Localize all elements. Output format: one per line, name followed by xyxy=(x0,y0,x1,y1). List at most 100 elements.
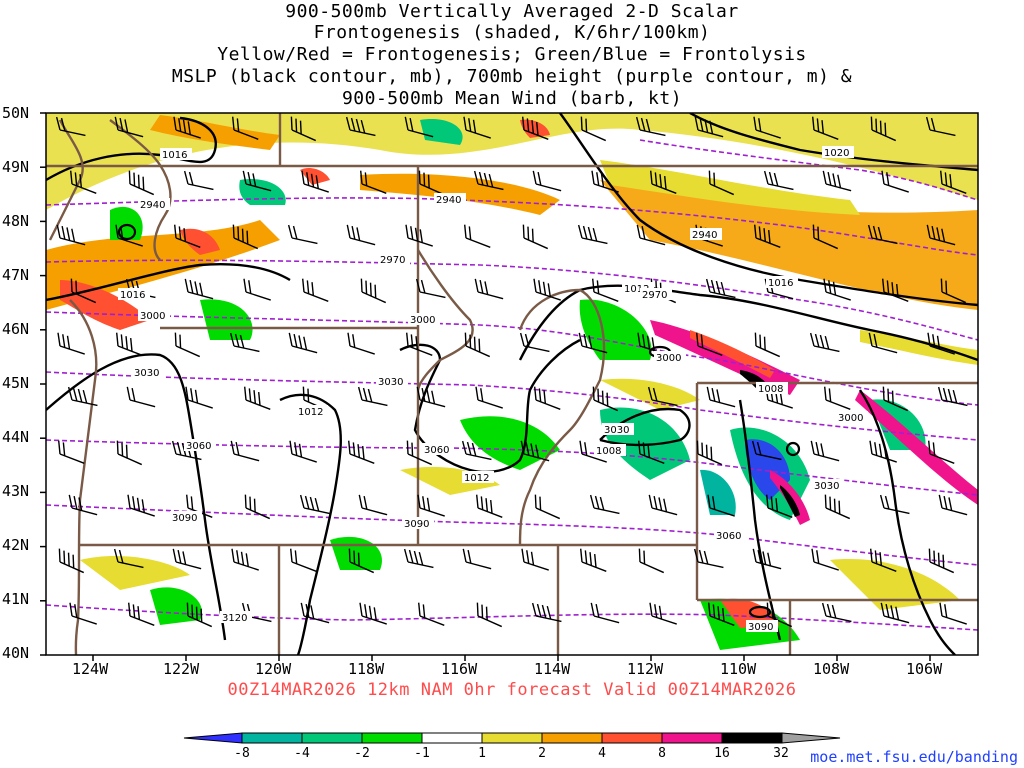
wind-barb xyxy=(882,278,909,302)
height-label: 3090 xyxy=(402,517,434,530)
wind-barb xyxy=(928,440,955,464)
wind-barb xyxy=(55,116,86,137)
svg-text:3030: 3030 xyxy=(378,377,403,388)
wind-barb xyxy=(638,548,665,574)
wind-barb xyxy=(650,170,677,194)
wind-barb xyxy=(416,386,446,408)
svg-text:3030: 3030 xyxy=(814,481,839,492)
lat-label-42n: 42N xyxy=(2,536,30,554)
contour-labels: 1016 1020 1016 1016 1012 1012 1008 1008 … xyxy=(118,146,868,633)
colorbar-tick: -8 xyxy=(234,746,250,761)
svg-text:3120: 3120 xyxy=(222,613,247,624)
svg-text:3060: 3060 xyxy=(186,441,211,452)
lon-label-108w: 108W xyxy=(813,660,850,678)
wind-barb xyxy=(476,494,503,518)
wind-barb xyxy=(70,278,97,304)
wind-barb xyxy=(299,494,330,515)
svg-text:3090: 3090 xyxy=(748,622,773,633)
wind-barb xyxy=(928,548,955,574)
svg-text:1012: 1012 xyxy=(464,473,489,484)
height-label: 2940 xyxy=(138,198,170,211)
svg-text:2940: 2940 xyxy=(692,230,717,241)
lat-label-40n: 40N xyxy=(2,644,30,662)
wind-barb xyxy=(940,278,967,304)
wind-barb xyxy=(635,116,666,137)
wind-barb xyxy=(474,278,504,300)
svg-text:3090: 3090 xyxy=(172,513,197,524)
wind-barb xyxy=(522,224,549,250)
colorbar-segment xyxy=(541,732,603,744)
wind-barb xyxy=(636,224,666,246)
wind-barb xyxy=(648,494,678,516)
title-line-5: 900-500mb Mean Wind (barb, kt) xyxy=(341,88,683,109)
svg-text:3000: 3000 xyxy=(656,353,681,364)
mslp-label: 1008 xyxy=(756,382,788,395)
svg-text:1016: 1016 xyxy=(120,290,145,301)
wind-barb xyxy=(578,332,608,354)
wind-barb xyxy=(591,170,619,193)
wind-barb xyxy=(812,224,839,250)
wind-barb xyxy=(300,602,330,624)
wind-barb xyxy=(464,224,491,248)
wind-barb xyxy=(70,170,97,194)
wind-barb xyxy=(348,548,375,574)
wind-barb xyxy=(533,278,561,301)
colorbar-segment xyxy=(721,732,783,744)
height-label: 3060 xyxy=(422,443,454,456)
wind-barb xyxy=(939,602,967,625)
wind-barb xyxy=(127,494,155,517)
wind-barb xyxy=(287,224,318,245)
wind-barb xyxy=(824,494,851,520)
colorbar-tick: 8 xyxy=(658,746,666,761)
wind-barb xyxy=(404,116,434,138)
colorbar-segment xyxy=(183,732,243,744)
svg-text:1008: 1008 xyxy=(758,384,783,395)
wind-barb xyxy=(812,116,839,140)
wind-barb xyxy=(590,602,620,624)
mslp-label: 1016 xyxy=(766,276,798,289)
height-label: 3060 xyxy=(714,529,746,542)
height-label: 3000 xyxy=(836,411,868,424)
svg-text:1016: 1016 xyxy=(768,278,793,289)
mslp-label: 1016 xyxy=(118,288,150,301)
wind-barb xyxy=(926,224,956,246)
map-plot-area: 1016 1020 1016 1016 1012 1012 1008 1008 … xyxy=(46,113,978,655)
height-label: 3030 xyxy=(376,375,408,388)
wind-barb xyxy=(58,548,85,574)
wind-barb xyxy=(115,224,143,247)
height-label: 3000 xyxy=(654,351,686,364)
lon-label-110w: 110W xyxy=(720,660,757,678)
svg-text:2940: 2940 xyxy=(436,195,461,206)
height-label: 3000 xyxy=(138,309,170,322)
wind-barb xyxy=(244,386,271,410)
wind-barb xyxy=(406,332,433,356)
lat-label-47n: 47N xyxy=(2,266,30,284)
colorbar-tick: -4 xyxy=(294,746,310,761)
wind-barb xyxy=(577,224,608,245)
wind-barb xyxy=(346,224,376,246)
height-label: 3030 xyxy=(812,479,844,492)
mslp-label: 1016 xyxy=(160,148,192,161)
wind-barb xyxy=(174,332,201,358)
wind-barb xyxy=(173,116,201,139)
wind-barb xyxy=(706,386,736,408)
height-label: 2970 xyxy=(640,288,672,301)
colorbar-segment xyxy=(481,732,543,744)
wind-barb xyxy=(174,224,201,248)
svg-text:2940: 2940 xyxy=(140,200,165,211)
wind-barb xyxy=(288,332,318,354)
wind-barb xyxy=(809,332,840,353)
wind-barb xyxy=(128,602,155,626)
wind-barb xyxy=(56,224,86,246)
credit-link[interactable]: moe.met.fsu.edu/banding xyxy=(810,748,1018,766)
wind-barb xyxy=(463,116,491,139)
lon-label-114w: 114W xyxy=(534,660,571,678)
lon-label-106w: 106W xyxy=(906,660,943,678)
wind-barb xyxy=(232,224,259,250)
wind-barb xyxy=(520,440,550,462)
axis-ticks xyxy=(40,112,931,661)
height-label: 3000 xyxy=(408,313,440,326)
wind-barb xyxy=(116,332,143,356)
title-line-2: Frontogenesis (shaded, K/6hr/100km) xyxy=(313,22,711,43)
